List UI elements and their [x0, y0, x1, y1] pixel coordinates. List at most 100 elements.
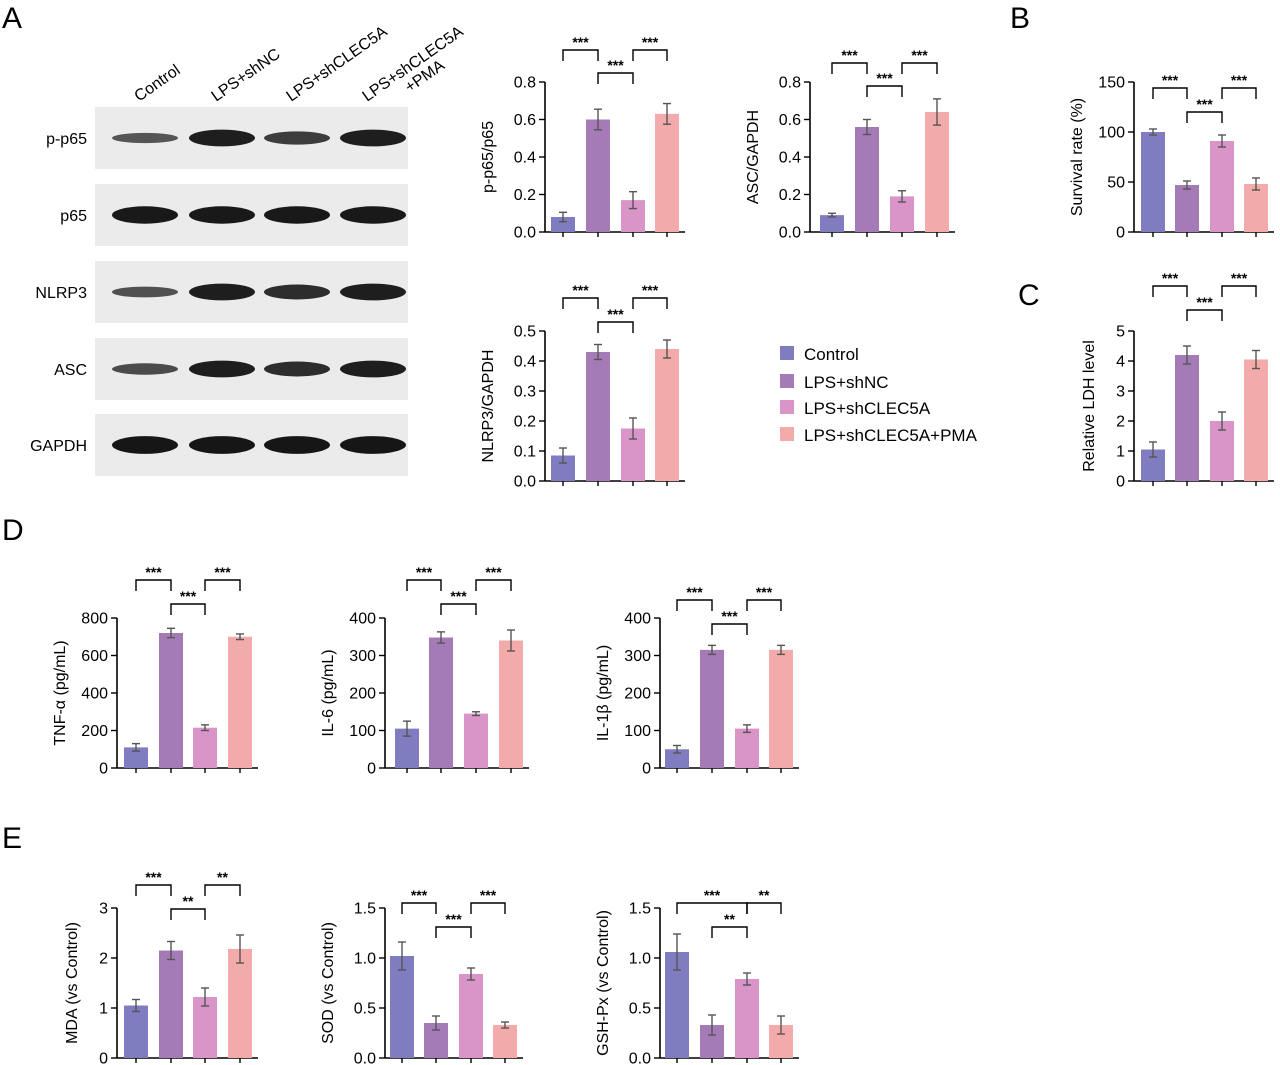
y-tick-label: 1.0	[629, 951, 651, 968]
y-tick-label: 4	[1116, 354, 1125, 371]
blot-band	[112, 206, 178, 224]
bar	[735, 979, 759, 1058]
western-blot: Control LPS+shNC LPS+shCLEC5ALPS+shCLEC5A+…	[30, 23, 467, 476]
y-axis-label: IL-1β (pg/mL)	[595, 645, 612, 741]
y-tick-label: 0.0	[779, 225, 801, 242]
bar	[390, 956, 414, 1058]
y-tick-label: 0.8	[514, 75, 536, 92]
lane-label: Control	[132, 62, 184, 106]
significance-bracket	[1152, 285, 1188, 297]
y-tick-label: 0.4	[514, 354, 536, 371]
y-tick-label: 400	[349, 611, 376, 628]
y-tick-label: 200	[349, 686, 376, 703]
bar	[1244, 184, 1268, 232]
bar	[665, 749, 689, 768]
y-tick-label: 0.4	[779, 150, 801, 167]
chart-il1b: 0 100 200 300 400 IL-1β (pg/mL) *** *** ***	[595, 584, 799, 778]
bar	[925, 112, 949, 232]
y-tick-label: 100	[1098, 125, 1125, 142]
y-axis-label: SOD (vs Control)	[320, 922, 337, 1044]
significance-bracket	[440, 603, 477, 615]
significance-label: ***	[1196, 294, 1213, 310]
significance-label: ***	[572, 34, 589, 50]
chart-tnf: 0 200 400 600 800 TNF-α (pg/mL) *** *** ***	[52, 564, 258, 778]
significance-bracket	[866, 85, 903, 97]
legend-label: LPS+shNC	[804, 373, 889, 392]
significance-bracket	[1186, 309, 1223, 321]
blot-row-label: p65	[60, 208, 87, 225]
significance-bracket	[632, 297, 668, 309]
blot-band	[189, 283, 255, 301]
blot-band	[112, 363, 178, 375]
bar	[159, 950, 183, 1058]
significance-bracket	[1152, 87, 1188, 99]
y-axis-label: Survival rate (%)	[1069, 98, 1086, 216]
blot-band	[189, 436, 255, 454]
significance-label: ***	[704, 887, 721, 903]
legend-swatch	[780, 346, 794, 360]
y-tick-label: 0.3	[514, 384, 536, 401]
panel-letter-e: E	[2, 822, 22, 855]
y-axis-label: ASC/GAPDH	[745, 110, 762, 204]
significance-bracket	[204, 579, 241, 591]
y-tick-label: 0.5	[514, 324, 536, 341]
legend-label: LPS+shCLEC5A+PMA	[804, 426, 978, 445]
bar	[124, 747, 148, 768]
panel-letter-c: C	[1018, 279, 1040, 312]
legend-label: Control	[804, 345, 859, 364]
bar	[159, 633, 183, 768]
significance-bracket	[1221, 285, 1257, 297]
significance-label: ***	[145, 564, 162, 580]
chart-survival: 0 50 100 150 Survival rate (%) *** *** ***	[1069, 72, 1274, 242]
significance-bracket	[406, 579, 442, 591]
blot-band	[340, 360, 406, 378]
significance-label: ***	[1231, 72, 1248, 88]
chart-il6: 0 100 200 300 400 IL-6 (pg/mL) *** *** ***	[320, 564, 529, 778]
bar	[820, 215, 844, 232]
y-tick-label: 0.2	[514, 414, 536, 431]
significance-bracket	[597, 72, 634, 84]
significance-label: ***	[686, 584, 703, 600]
significance-label: ***	[1196, 96, 1213, 112]
y-tick-label: 150	[1098, 75, 1125, 92]
bar	[429, 637, 453, 768]
bar	[1210, 421, 1234, 481]
y-axis-label: TNF-α (pg/mL)	[52, 640, 69, 745]
significance-bracket	[711, 623, 748, 635]
bar	[1175, 185, 1199, 232]
bar	[228, 949, 252, 1058]
bar	[124, 1005, 148, 1058]
blot-band	[264, 284, 330, 300]
y-axis-label: GSH-Px (vs Control)	[595, 910, 612, 1056]
y-tick-label: 600	[81, 648, 108, 665]
bar	[1210, 141, 1234, 232]
y-axis-label: p-p65/p65	[480, 121, 497, 193]
significance-label: ***	[1231, 270, 1248, 286]
significance-label: ***	[445, 911, 462, 927]
significance-bracket	[632, 49, 668, 61]
bar	[655, 113, 679, 232]
chart-sod: 0.0 0.5 1.0 1.5 SOD (vs Control) *** *** ***	[320, 887, 523, 1065]
significance-label: ***	[450, 588, 467, 604]
bar	[551, 217, 575, 232]
bar	[228, 636, 252, 768]
y-tick-label: 1.5	[629, 901, 651, 918]
significance-bracket	[746, 902, 782, 914]
significance-label: **	[724, 911, 735, 927]
y-tick-label: 200	[81, 723, 108, 740]
y-tick-label: 0.0	[629, 1051, 651, 1065]
y-tick-label: 3	[99, 901, 108, 918]
significance-label: ***	[1162, 72, 1179, 88]
blot-band	[189, 360, 255, 378]
blot-band	[264, 206, 330, 224]
y-axis-label: IL-6 (pg/mL)	[320, 649, 337, 736]
bar	[700, 649, 724, 768]
chart-ldh: 0 1 2 3 4 5 Relative LDH level *** *** ***	[1081, 270, 1274, 491]
blot-row-label: ASC	[54, 362, 87, 379]
bar	[193, 997, 217, 1058]
blot-band	[340, 129, 406, 147]
y-tick-label: 400	[624, 611, 651, 628]
y-tick-label: 0	[99, 761, 108, 778]
